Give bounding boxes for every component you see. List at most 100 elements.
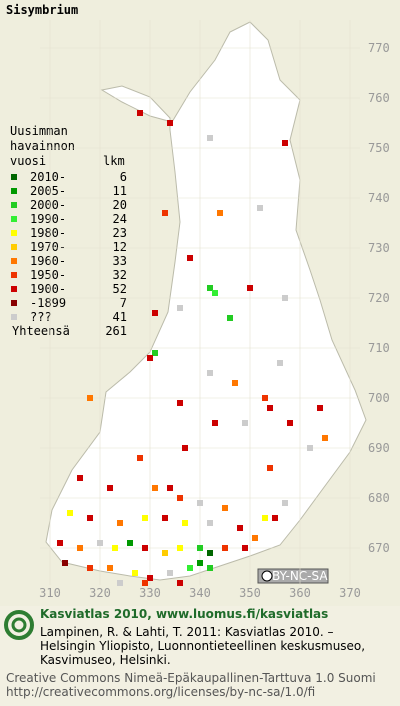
observation bbox=[212, 290, 218, 296]
observation bbox=[117, 520, 123, 526]
observation bbox=[137, 110, 143, 116]
observation bbox=[152, 310, 158, 316]
citation: Kasvimuseo, Helsinki. bbox=[40, 653, 171, 667]
observation bbox=[117, 580, 123, 586]
legend-count: 11 bbox=[113, 184, 127, 198]
observation bbox=[242, 545, 248, 551]
observation bbox=[262, 515, 268, 521]
legend-count: 12 bbox=[113, 240, 127, 254]
legend-swatch bbox=[11, 272, 17, 278]
observation bbox=[112, 545, 118, 551]
y-tick-label: 750 bbox=[368, 141, 390, 155]
observation bbox=[177, 400, 183, 406]
observation bbox=[177, 495, 183, 501]
total-label: Yhteensä bbox=[12, 324, 70, 338]
legend-count: 41 bbox=[113, 310, 127, 324]
x-tick-label: 360 bbox=[289, 586, 311, 600]
observation bbox=[87, 395, 93, 401]
observation bbox=[132, 570, 138, 576]
legend: Uusimman havainnon vuosi lkm 2010- 6 2005-… bbox=[10, 124, 127, 338]
legend-count: 23 bbox=[113, 226, 127, 240]
observation bbox=[197, 560, 203, 566]
y-tick-label: 740 bbox=[368, 191, 390, 205]
observation bbox=[212, 420, 218, 426]
legend-heading: Uusimman bbox=[10, 124, 68, 138]
legend-count: 7 bbox=[120, 296, 127, 310]
observation bbox=[57, 540, 63, 546]
y-tick-label: 690 bbox=[368, 441, 390, 455]
observation bbox=[197, 500, 203, 506]
citation: Helsingin Yliopisto, Luonnontieteellinen… bbox=[40, 639, 365, 653]
legend-swatch bbox=[11, 300, 17, 306]
legend-count: 24 bbox=[113, 212, 127, 226]
y-tick-label: 700 bbox=[368, 391, 390, 405]
y-tick-label: 680 bbox=[368, 491, 390, 505]
observation bbox=[162, 210, 168, 216]
legend-swatch bbox=[11, 216, 17, 222]
observation bbox=[67, 510, 73, 516]
legend-label: 2000- bbox=[30, 198, 66, 212]
logo bbox=[4, 610, 34, 640]
observation bbox=[127, 540, 133, 546]
observation bbox=[107, 565, 113, 571]
observation bbox=[182, 445, 188, 451]
y-tick-label: 760 bbox=[368, 91, 390, 105]
observation bbox=[187, 565, 193, 571]
license: Creative Commons Nimeä-Epäkaupallinen-Ta… bbox=[6, 671, 376, 685]
legend-heading: lkm bbox=[103, 154, 125, 168]
observation bbox=[97, 540, 103, 546]
observation bbox=[167, 570, 173, 576]
observation bbox=[182, 520, 188, 526]
observation bbox=[282, 500, 288, 506]
observation bbox=[217, 210, 223, 216]
observation bbox=[197, 545, 203, 551]
observation bbox=[207, 565, 213, 571]
observation bbox=[87, 515, 93, 521]
observation bbox=[237, 525, 243, 531]
legend-label: 2005- bbox=[30, 184, 66, 198]
title: Sisymbrium bbox=[6, 3, 78, 17]
observation bbox=[207, 370, 213, 376]
y-tick-label: 770 bbox=[368, 41, 390, 55]
legend-swatch bbox=[11, 202, 17, 208]
observation bbox=[287, 420, 293, 426]
observation bbox=[242, 420, 248, 426]
observation bbox=[207, 285, 213, 291]
observation bbox=[252, 535, 258, 541]
observation bbox=[62, 560, 68, 566]
observation bbox=[257, 205, 263, 211]
observation bbox=[227, 315, 233, 321]
license: http://creativecommons.org/licenses/by-n… bbox=[6, 685, 315, 699]
observation bbox=[187, 255, 193, 261]
observation bbox=[207, 520, 213, 526]
observation bbox=[222, 505, 228, 511]
observation bbox=[177, 305, 183, 311]
observation bbox=[137, 455, 143, 461]
legend-swatch bbox=[11, 258, 17, 264]
observation bbox=[322, 435, 328, 441]
x-tick-label: 310 bbox=[39, 586, 61, 600]
y-tick-label: 670 bbox=[368, 541, 390, 555]
x-tick-label: 340 bbox=[189, 586, 211, 600]
observation bbox=[152, 485, 158, 491]
observation bbox=[167, 485, 173, 491]
observation bbox=[277, 360, 283, 366]
observation bbox=[177, 545, 183, 551]
x-tick-label: 370 bbox=[339, 586, 361, 600]
y-tick-label: 710 bbox=[368, 341, 390, 355]
observation bbox=[77, 545, 83, 551]
observation bbox=[262, 395, 268, 401]
observation bbox=[107, 485, 113, 491]
legend-label: 1960- bbox=[30, 254, 66, 268]
legend-label: ??? bbox=[30, 310, 52, 324]
footer-headline: Kasviatlas 2010, www.luomus.fi/kasviatla… bbox=[40, 607, 328, 621]
y-tick-label: 720 bbox=[368, 291, 390, 305]
observation bbox=[142, 545, 148, 551]
observation bbox=[282, 295, 288, 301]
observation bbox=[152, 350, 158, 356]
legend-count: 32 bbox=[113, 268, 127, 282]
observation bbox=[267, 465, 273, 471]
legend-swatch bbox=[11, 188, 17, 194]
legend-swatch bbox=[11, 244, 17, 250]
